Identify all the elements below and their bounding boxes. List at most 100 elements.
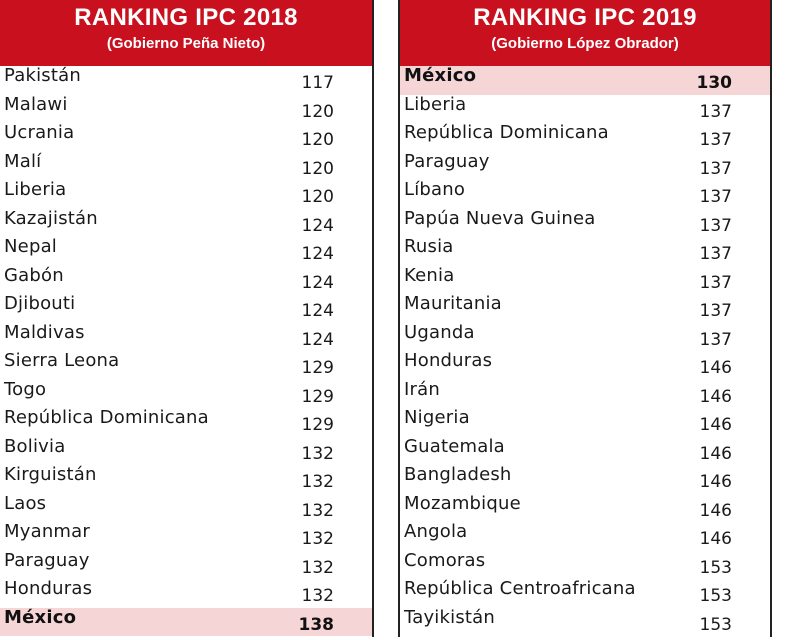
country-name: Maldivas (4, 321, 85, 343)
table-row: Maldivas 124 (0, 322, 372, 352)
country-name: Togo (4, 378, 47, 400)
rank-value: 153 (699, 557, 732, 578)
table-row: Nigeria 146 (400, 407, 770, 437)
ranking-table-2018: RANKING IPC 2018 (Gobierno Peña Nieto) P… (0, 0, 374, 637)
country-name: México (4, 606, 77, 628)
country-name: Malí (4, 150, 42, 172)
rank-value: 146 (699, 529, 732, 549)
rank-value: 153 (699, 586, 732, 606)
country-name: Myanmar (4, 521, 90, 542)
country-name: Paraguay (404, 150, 490, 172)
rank-value: 132 (301, 472, 334, 492)
rank-value: 132 (301, 529, 334, 549)
table-body-2019: México 130 Liberia 137 República Dominicana 1… (400, 65, 770, 637)
ranking-table-2019: RANKING IPC 2019 (Gobierno López Obrador… (398, 0, 772, 637)
table-row: Mauritania 137 (400, 293, 770, 323)
country-name: Kenia (404, 264, 455, 286)
table-row: Laos 132 (0, 493, 372, 523)
country-name: Ucrania (4, 122, 75, 143)
table-row: Liberia 137 (400, 94, 770, 124)
table-body-2018: Pakistán 117 Malawi 120 Ucrania 120 Malí 120 Lib… (0, 65, 372, 636)
country-name: Honduras (4, 578, 93, 599)
rank-value: 124 (301, 329, 334, 350)
table-row: Paraguay 132 (0, 550, 372, 580)
rank-value: 137 (699, 301, 732, 321)
country-name: Papúa Nueva Guinea (404, 207, 596, 229)
table-row: Bangladesh 146 (400, 464, 770, 494)
rank-value: 137 (699, 272, 732, 293)
table-row-highlighted: México 138 (0, 607, 372, 636)
rank-value: 137 (699, 130, 732, 150)
rank-value: 120 (301, 187, 334, 207)
table-row: Kirguistán 132 (0, 464, 372, 494)
rank-value: 146 (699, 415, 732, 435)
rank-value: 137 (699, 101, 732, 122)
country-name: República Dominicana (4, 407, 209, 428)
table-subtitle-2019: (Gobierno López Obrador) (491, 35, 679, 52)
rank-value: 146 (699, 358, 732, 378)
table-row: Mozambique 146 (400, 493, 770, 523)
country-name: Gabón (4, 264, 64, 286)
rank-value: 146 (699, 472, 732, 492)
rank-value: 137 (699, 244, 732, 264)
rank-value: 117 (301, 73, 334, 93)
table-row: Líbano 137 (400, 179, 770, 209)
country-name: Bangladesh (404, 464, 512, 485)
table-header-2018: RANKING IPC 2018 (Gobierno Peña Nieto) (0, 0, 372, 66)
rank-value: 138 (298, 614, 335, 635)
table-row: Myanmar 132 (0, 521, 372, 551)
table-row: República Dominicana 129 (0, 407, 372, 437)
table-row: Papúa Nueva Guinea 137 (400, 208, 770, 238)
country-name: Mozambique (404, 492, 521, 514)
table-row: República Centroafricana 153 (400, 578, 770, 608)
table-row-highlighted: México 130 (400, 65, 770, 95)
table-row: Sierra Leona 129 (0, 350, 372, 380)
country-name: Uganda (404, 321, 475, 343)
table-row: Irán 146 (400, 379, 770, 409)
country-name: Bolivia (4, 435, 66, 457)
table-row: Liberia 120 (0, 179, 372, 209)
table-row: Rusia 137 (400, 236, 770, 266)
rank-value: 130 (696, 73, 733, 93)
table-row: Kenia 137 (400, 265, 770, 295)
rank-value: 137 (699, 215, 732, 236)
country-name: Angola (404, 521, 468, 542)
rank-value: 124 (301, 244, 334, 264)
rank-value: 120 (301, 101, 334, 122)
country-name: Guatemala (404, 435, 505, 457)
table-row: Gabón 124 (0, 265, 372, 295)
country-name: República Dominicana (404, 122, 609, 143)
country-name: Tayikistán (404, 606, 495, 628)
country-name: Liberia (404, 93, 467, 115)
country-name: Irán (404, 378, 440, 400)
table-row: Djibouti 124 (0, 293, 372, 323)
table-row: República Dominicana 137 (400, 122, 770, 152)
rank-value: 120 (301, 130, 334, 150)
rank-value: 124 (301, 215, 334, 236)
rank-value: 132 (301, 586, 334, 606)
rank-value: 132 (301, 500, 334, 521)
table-title-2018: RANKING IPC 2018 (74, 4, 298, 31)
country-name: México (404, 65, 477, 86)
country-name: Sierra Leona (4, 350, 120, 371)
table-row: Honduras 132 (0, 578, 372, 608)
country-name: Kirguistán (4, 464, 97, 485)
rank-value: 137 (699, 158, 732, 179)
table-row: Malí 120 (0, 151, 372, 181)
country-name: Mauritania (404, 293, 502, 314)
country-name: Rusia (404, 236, 454, 257)
rank-value: 137 (699, 329, 732, 350)
country-name: República Centroafricana (404, 578, 636, 599)
rank-value: 146 (699, 443, 732, 464)
rank-value: 153 (699, 614, 732, 635)
table-row: Tayikistán 153 (400, 607, 770, 637)
rank-value: 137 (699, 187, 732, 207)
table-row: Uganda 137 (400, 322, 770, 352)
country-name: Nigeria (404, 407, 470, 428)
table-row: Paraguay 137 (400, 151, 770, 181)
country-name: Laos (4, 492, 47, 514)
table-subtitle-2018: (Gobierno Peña Nieto) (106, 35, 266, 52)
table-row: Guatemala 146 (400, 436, 770, 466)
table-row: Bolivia 132 (0, 436, 372, 466)
table-row: Ucrania 120 (0, 122, 372, 152)
